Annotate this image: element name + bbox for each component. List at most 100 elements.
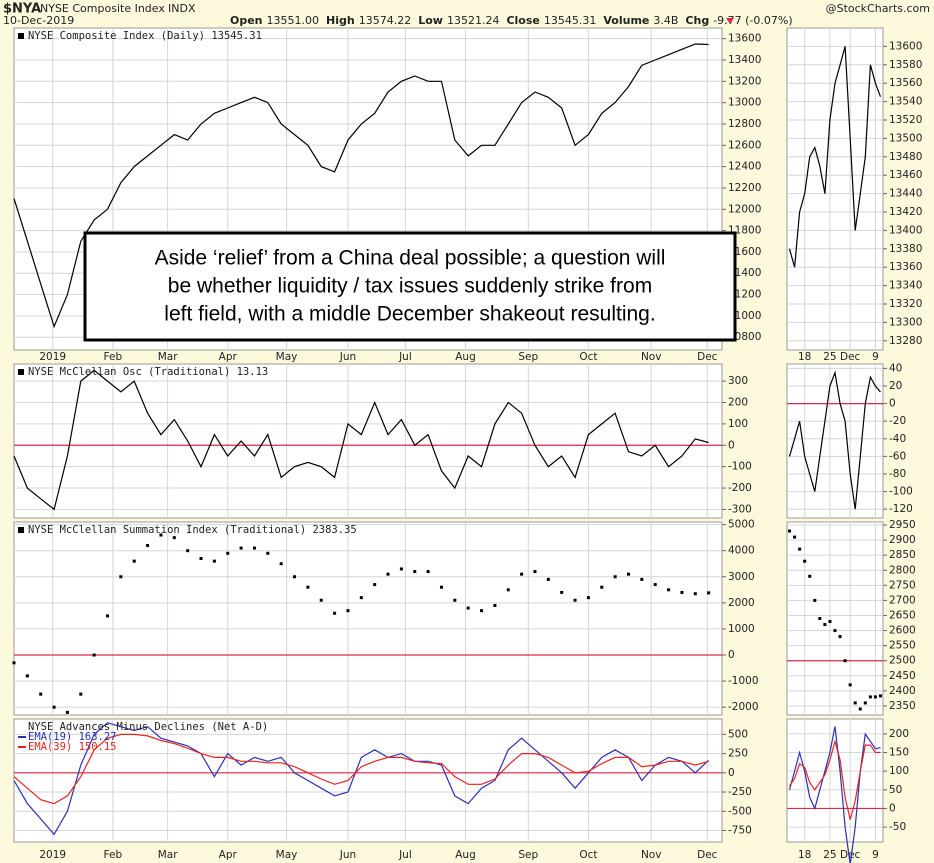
annotation-line: be whether liquidity / tax issues sudden…	[168, 275, 652, 298]
plot-area	[786, 718, 884, 843]
panel: -2000 -1000 0 1000 2000 3000 4000 5000 NYSE McCl…	[12, 519, 759, 716]
point	[828, 620, 832, 624]
y-tick-label: 13580	[889, 59, 922, 71]
series-line	[789, 739, 881, 820]
x-tick-label: Sep	[518, 849, 538, 861]
point	[79, 692, 83, 696]
point	[788, 529, 792, 533]
series-line	[13, 722, 710, 836]
quote-label: Volume	[603, 14, 649, 27]
x-tick-label: 2019	[39, 849, 66, 861]
y-tick-label: 12000	[728, 203, 761, 215]
point	[873, 695, 877, 699]
point	[453, 598, 457, 602]
y-tick-label: 12800	[728, 118, 761, 130]
point	[823, 623, 827, 627]
x-tick-label: Jul	[398, 849, 412, 861]
point	[346, 609, 350, 613]
point	[132, 559, 136, 563]
y-tick-label: 20	[889, 380, 902, 392]
y-tick-label: 0	[728, 649, 735, 661]
y-tick-label: 13560	[889, 77, 922, 89]
plot-area	[13, 363, 723, 519]
point	[266, 551, 270, 555]
y-tick-label: 200	[889, 728, 909, 740]
point	[212, 559, 216, 563]
quote-value: 13521.24	[447, 14, 500, 27]
point	[493, 603, 497, 607]
y-tick-label: 0	[728, 767, 735, 779]
x-tick-label: Nov	[641, 849, 662, 861]
point	[546, 577, 550, 581]
point	[798, 547, 802, 551]
y-tick-label: -200	[728, 482, 752, 494]
x-tick-label: Aug	[455, 849, 476, 861]
y-tick-label: 12200	[728, 182, 761, 194]
y-tick-label: 0	[728, 439, 735, 451]
plot-area	[13, 521, 723, 716]
exchange: INDX	[168, 2, 196, 15]
y-tick-label: 12600	[728, 139, 761, 151]
x-tick-label: Apr	[219, 351, 238, 363]
point	[39, 692, 43, 696]
series-line	[13, 369, 709, 511]
y-tick-label: -40	[889, 433, 906, 445]
y-tick-label: -100	[728, 461, 752, 473]
x-tick-label: Apr	[219, 849, 238, 861]
y-tick-label: 100	[889, 765, 909, 777]
point	[848, 683, 852, 687]
x-tick-label: Oct	[579, 849, 597, 861]
x-tick-label: May	[276, 849, 298, 861]
point	[226, 551, 230, 555]
series-line	[788, 46, 882, 268]
point	[853, 701, 857, 705]
point	[613, 575, 617, 579]
y-tick-label: 150	[889, 747, 909, 759]
point	[426, 570, 430, 574]
point	[506, 588, 510, 592]
y-tick-label: 2400	[889, 685, 916, 697]
y-tick-label: 13440	[889, 188, 922, 200]
point	[626, 572, 630, 576]
x-tick-label: May	[276, 351, 298, 363]
point	[172, 536, 176, 540]
y-tick-label: 100	[728, 418, 748, 430]
point	[146, 543, 150, 547]
plot-area	[786, 521, 884, 716]
legend-entry: EMA(39) 150.15	[28, 741, 117, 753]
y-tick-label: 13420	[889, 206, 922, 218]
x-tick-label: Jun	[339, 849, 356, 861]
y-tick-label: 2450	[889, 670, 916, 682]
point	[793, 535, 797, 539]
point	[399, 567, 403, 571]
y-tick-label: 13300	[889, 316, 922, 328]
y-tick-label: 2350	[889, 700, 916, 712]
point	[667, 588, 671, 592]
y-tick-label: 2000	[728, 597, 755, 609]
x-tick-label: Dec	[697, 351, 718, 363]
point	[239, 546, 243, 550]
y-tick-label: 13600	[728, 33, 761, 45]
point	[293, 575, 297, 579]
point	[707, 591, 711, 595]
y-tick-label: -2000	[728, 701, 759, 713]
y-tick-label: 13400	[728, 54, 761, 66]
point	[319, 598, 323, 602]
y-tick-label: 2700	[889, 594, 916, 606]
x-tick-label: 18	[798, 351, 811, 363]
y-tick-label: 2950	[889, 519, 916, 531]
point	[803, 559, 807, 563]
point	[52, 705, 56, 709]
point	[333, 611, 337, 615]
quote-label: High	[326, 14, 355, 27]
panel: -750 -500 -250 0 250 500 2019 Feb Mar Apr May Jun Ju…	[13, 718, 752, 861]
x-tick-label: Dec	[697, 849, 718, 861]
point	[306, 585, 310, 589]
y-tick-label: 250	[728, 748, 748, 760]
legend-title: NYSE Advances Minus Declines (Net A-D)	[28, 721, 268, 733]
x-tick-label: 25	[823, 849, 836, 861]
y-tick-label: 13500	[889, 132, 922, 144]
y-tick-label: 2600	[889, 625, 916, 637]
legend-swatch	[18, 527, 24, 533]
